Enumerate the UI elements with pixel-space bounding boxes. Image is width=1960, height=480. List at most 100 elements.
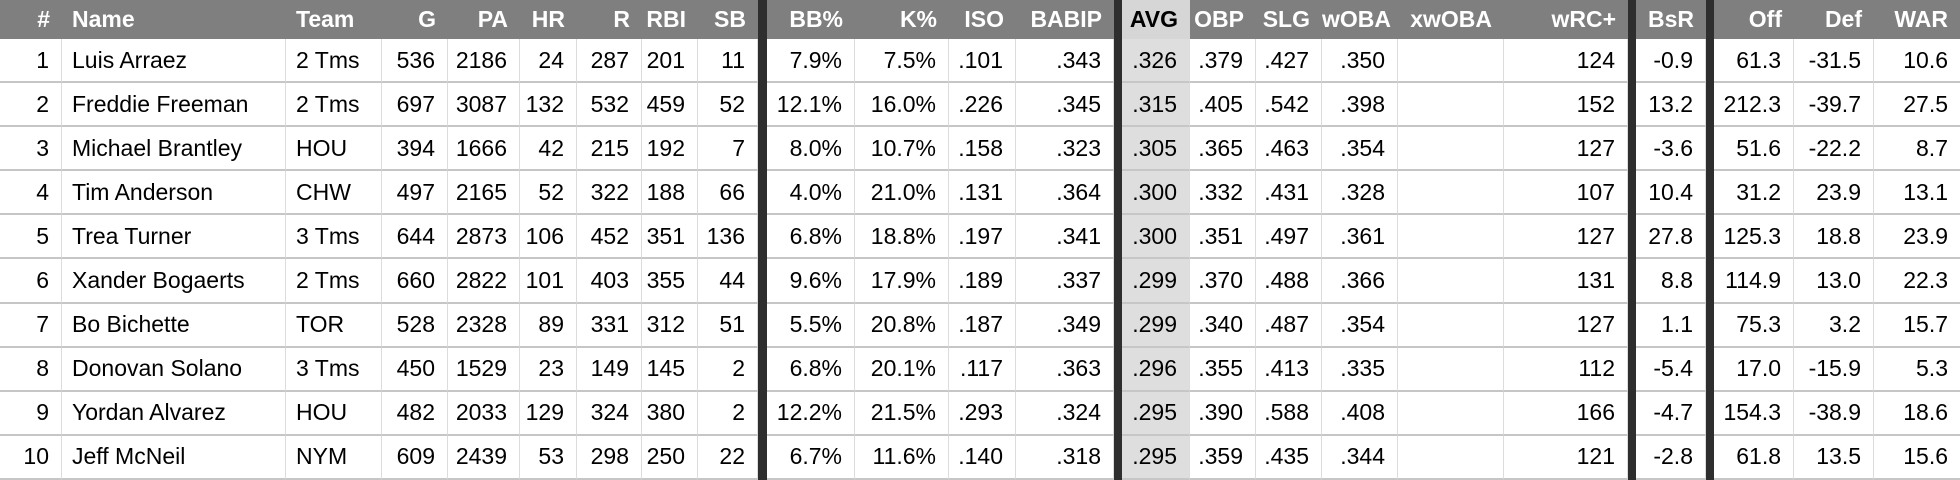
cell-war: 22.3 bbox=[1874, 259, 1960, 304]
cell-sb: 22 bbox=[698, 435, 758, 480]
cell-r: 532 bbox=[577, 83, 642, 128]
cell-k_pct: 21.5% bbox=[855, 391, 949, 436]
cell-slg: .413 bbox=[1256, 347, 1322, 392]
column-divider bbox=[758, 259, 767, 304]
cell-rbi: 312 bbox=[642, 303, 698, 348]
cell-name[interactable]: Michael Brantley bbox=[62, 127, 286, 172]
column-divider bbox=[1114, 347, 1122, 392]
cell-iso: .140 bbox=[949, 435, 1016, 480]
cell-k_pct: 17.9% bbox=[855, 259, 949, 304]
cell-bsr: 27.8 bbox=[1636, 215, 1706, 260]
column-header-obp[interactable]: OBP bbox=[1190, 0, 1256, 39]
cell-team[interactable]: TOR bbox=[286, 303, 382, 348]
column-divider bbox=[1706, 391, 1714, 436]
column-header-r[interactable]: R bbox=[577, 0, 642, 39]
column-header-bb_pct[interactable]: BB% bbox=[767, 0, 855, 39]
cell-hr: 42 bbox=[520, 127, 577, 172]
cell-def: -22.2 bbox=[1794, 127, 1874, 172]
column-header-name[interactable]: Name bbox=[62, 0, 286, 39]
column-header-team[interactable]: Team bbox=[286, 0, 382, 39]
cell-team[interactable]: NYM bbox=[286, 435, 382, 480]
cell-wrc_plus: 107 bbox=[1504, 171, 1628, 216]
column-header-pa[interactable]: PA bbox=[448, 0, 520, 39]
cell-r: 452 bbox=[577, 215, 642, 260]
cell-war: 15.6 bbox=[1874, 435, 1960, 480]
column-header-babip[interactable]: BABIP bbox=[1016, 0, 1114, 39]
column-divider bbox=[1114, 0, 1122, 39]
cell-avg: .305 bbox=[1122, 127, 1190, 172]
column-header-war[interactable]: WAR bbox=[1874, 0, 1960, 39]
cell-team[interactable]: 2 Tms bbox=[286, 259, 382, 304]
column-header-iso[interactable]: ISO bbox=[949, 0, 1016, 39]
cell-babip: .343 bbox=[1016, 39, 1114, 84]
cell-team[interactable]: 2 Tms bbox=[286, 83, 382, 128]
cell-wrc_plus: 152 bbox=[1504, 83, 1628, 128]
column-header-slg[interactable]: SLG bbox=[1256, 0, 1322, 39]
cell-rbi: 145 bbox=[642, 347, 698, 392]
cell-team[interactable]: HOU bbox=[286, 127, 382, 172]
cell-iso: .117 bbox=[949, 347, 1016, 392]
column-header-xwoba[interactable]: xwOBA bbox=[1398, 0, 1504, 39]
cell-team[interactable]: 3 Tms bbox=[286, 215, 382, 260]
column-header-wrc_plus[interactable]: wRC+ bbox=[1504, 0, 1628, 39]
column-header-woba[interactable]: wOBA bbox=[1322, 0, 1398, 39]
column-header-rbi[interactable]: RBI bbox=[642, 0, 698, 39]
cell-obp: .379 bbox=[1190, 39, 1256, 84]
cell-name[interactable]: Bo Bichette bbox=[62, 303, 286, 348]
cell-rank: 7 bbox=[0, 303, 62, 348]
cell-war: 18.6 bbox=[1874, 391, 1960, 436]
cell-def: -38.9 bbox=[1794, 391, 1874, 436]
cell-name[interactable]: Freddie Freeman bbox=[62, 83, 286, 128]
cell-bb_pct: 12.1% bbox=[767, 83, 855, 128]
cell-name[interactable]: Trea Turner bbox=[62, 215, 286, 260]
column-header-rank[interactable]: # bbox=[0, 0, 62, 39]
cell-war: 5.3 bbox=[1874, 347, 1960, 392]
column-header-g[interactable]: G bbox=[382, 0, 448, 39]
header-row: # Name Team G PA HR R RBI SB BB% K% ISO BABIP AVG OBP S… bbox=[0, 0, 1960, 39]
cell-slg: .435 bbox=[1256, 435, 1322, 480]
column-divider bbox=[1706, 347, 1714, 392]
column-divider bbox=[1706, 303, 1714, 348]
column-divider bbox=[758, 215, 767, 260]
column-header-hr[interactable]: HR bbox=[520, 0, 577, 39]
cell-name[interactable]: Jeff McNeil bbox=[62, 435, 286, 480]
column-divider bbox=[1706, 39, 1714, 84]
cell-team[interactable]: HOU bbox=[286, 391, 382, 436]
cell-k_pct: 21.0% bbox=[855, 171, 949, 216]
cell-rbi: 380 bbox=[642, 391, 698, 436]
cell-g: 528 bbox=[382, 303, 448, 348]
cell-team[interactable]: 3 Tms bbox=[286, 347, 382, 392]
column-header-sb[interactable]: SB bbox=[698, 0, 758, 39]
table-row: 3 Michael Brantley HOU 394 1666 42 215 192 7 8.0%… bbox=[0, 127, 1960, 172]
cell-name[interactable]: Tim Anderson bbox=[62, 171, 286, 216]
cell-woba: .328 bbox=[1322, 171, 1398, 216]
cell-g: 482 bbox=[382, 391, 448, 436]
column-header-off[interactable]: Off bbox=[1714, 0, 1794, 39]
cell-woba: .408 bbox=[1322, 391, 1398, 436]
cell-name[interactable]: Donovan Solano bbox=[62, 347, 286, 392]
cell-r: 322 bbox=[577, 171, 642, 216]
cell-name[interactable]: Yordan Alvarez bbox=[62, 391, 286, 436]
cell-hr: 53 bbox=[520, 435, 577, 480]
cell-team[interactable]: CHW bbox=[286, 171, 382, 216]
cell-sb: 66 bbox=[698, 171, 758, 216]
cell-bsr: -0.9 bbox=[1636, 39, 1706, 84]
cell-wrc_plus: 131 bbox=[1504, 259, 1628, 304]
cell-iso: .101 bbox=[949, 39, 1016, 84]
cell-obp: .365 bbox=[1190, 127, 1256, 172]
cell-team[interactable]: 2 Tms bbox=[286, 39, 382, 84]
cell-hr: 52 bbox=[520, 171, 577, 216]
table-row: 5 Trea Turner 3 Tms 644 2873 106 452 351 136 6.8%… bbox=[0, 215, 1960, 260]
cell-r: 403 bbox=[577, 259, 642, 304]
column-header-def[interactable]: Def bbox=[1794, 0, 1874, 39]
column-header-k_pct[interactable]: K% bbox=[855, 0, 949, 39]
cell-off: 51.6 bbox=[1714, 127, 1794, 172]
column-header-bsr[interactable]: BsR bbox=[1636, 0, 1706, 39]
cell-name[interactable]: Xander Bogaerts bbox=[62, 259, 286, 304]
column-header-avg[interactable]: AVG bbox=[1122, 0, 1190, 39]
cell-obp: .390 bbox=[1190, 391, 1256, 436]
cell-g: 660 bbox=[382, 259, 448, 304]
cell-name[interactable]: Luis Arraez bbox=[62, 39, 286, 84]
cell-rank: 8 bbox=[0, 347, 62, 392]
cell-babip: .318 bbox=[1016, 435, 1114, 480]
